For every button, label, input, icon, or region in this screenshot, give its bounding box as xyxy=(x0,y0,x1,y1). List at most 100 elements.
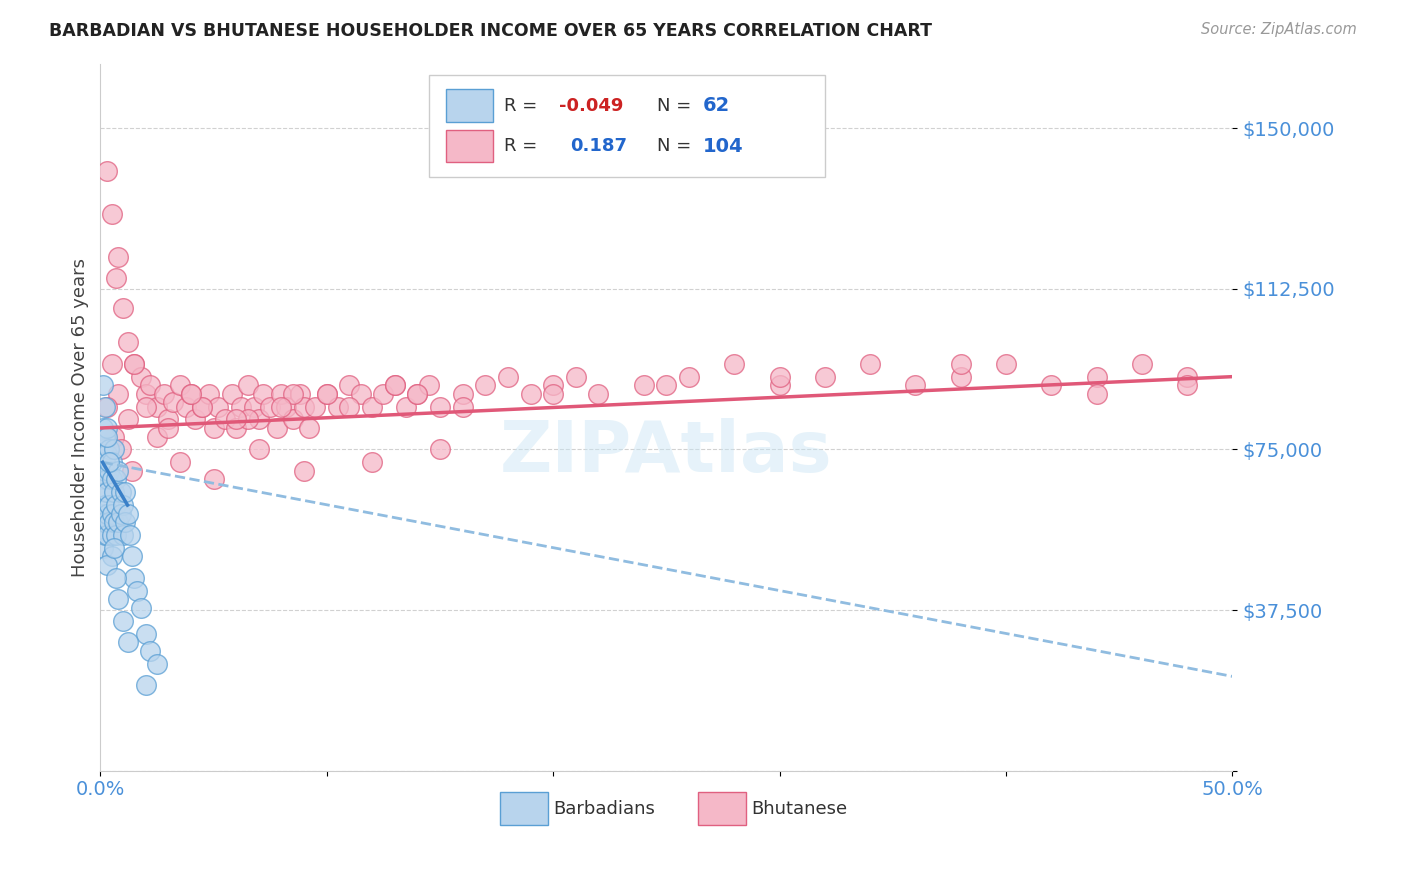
Point xyxy=(91,442,114,457)
Point xyxy=(96,400,118,414)
Point xyxy=(105,472,128,486)
Point xyxy=(768,378,790,392)
Point xyxy=(207,400,229,414)
Point xyxy=(91,507,114,521)
Point xyxy=(100,472,122,486)
Point xyxy=(135,386,157,401)
Point xyxy=(384,378,406,392)
Point xyxy=(176,400,198,414)
Point xyxy=(114,515,136,529)
Point xyxy=(152,386,174,401)
Point xyxy=(105,271,128,285)
FancyBboxPatch shape xyxy=(446,89,494,122)
FancyBboxPatch shape xyxy=(446,129,494,162)
Point xyxy=(91,378,114,392)
Point xyxy=(121,549,143,564)
Point xyxy=(373,386,395,401)
Point xyxy=(949,369,972,384)
Point xyxy=(94,498,117,512)
Point xyxy=(111,498,134,512)
Point xyxy=(91,541,114,555)
Point xyxy=(121,464,143,478)
Text: Barbadians: Barbadians xyxy=(553,800,655,819)
Point xyxy=(103,515,125,529)
Point xyxy=(107,386,129,401)
Point xyxy=(117,412,139,426)
Point xyxy=(139,643,162,657)
Point xyxy=(107,592,129,607)
Point xyxy=(94,528,117,542)
Point xyxy=(96,421,118,435)
Point xyxy=(298,421,321,435)
Point xyxy=(96,528,118,542)
Point xyxy=(180,386,202,401)
Point xyxy=(655,378,678,392)
Point xyxy=(496,369,519,384)
Point xyxy=(247,442,270,457)
Y-axis label: Householder Income Over 65 years: Householder Income Over 65 years xyxy=(72,258,89,577)
Point xyxy=(114,485,136,500)
Point xyxy=(103,541,125,555)
Point xyxy=(451,386,474,401)
Point xyxy=(98,498,121,512)
Text: R =: R = xyxy=(505,96,544,115)
Point xyxy=(304,400,326,414)
Point xyxy=(588,386,610,401)
Point xyxy=(191,400,214,414)
Point xyxy=(100,357,122,371)
Point xyxy=(406,386,429,401)
Point xyxy=(139,378,162,392)
Point xyxy=(117,507,139,521)
Point xyxy=(429,442,451,457)
Point xyxy=(384,378,406,392)
Point xyxy=(96,507,118,521)
Point xyxy=(94,485,117,500)
Point xyxy=(184,412,207,426)
Point xyxy=(259,400,281,414)
Point xyxy=(107,250,129,264)
Text: R =: R = xyxy=(505,137,544,155)
Point xyxy=(225,421,247,435)
Point xyxy=(326,400,349,414)
Point xyxy=(105,571,128,585)
Point xyxy=(1040,378,1063,392)
Text: 0.187: 0.187 xyxy=(571,137,627,155)
Point xyxy=(96,429,118,443)
FancyBboxPatch shape xyxy=(429,75,825,178)
Point xyxy=(94,464,117,478)
Point xyxy=(406,386,429,401)
Point xyxy=(904,378,927,392)
Point xyxy=(103,485,125,500)
Point xyxy=(292,464,315,478)
Point xyxy=(429,400,451,414)
Point xyxy=(1175,378,1198,392)
Point xyxy=(98,464,121,478)
Point xyxy=(135,400,157,414)
Text: -0.049: -0.049 xyxy=(558,96,623,115)
FancyBboxPatch shape xyxy=(699,792,745,825)
Point xyxy=(135,626,157,640)
Point xyxy=(633,378,655,392)
Text: BARBADIAN VS BHUTANESE HOUSEHOLDER INCOME OVER 65 YEARS CORRELATION CHART: BARBADIAN VS BHUTANESE HOUSEHOLDER INCOM… xyxy=(49,22,932,40)
Point xyxy=(339,400,361,414)
Point xyxy=(995,357,1018,371)
FancyBboxPatch shape xyxy=(501,792,547,825)
Point xyxy=(198,386,221,401)
Text: ZIPAtlas: ZIPAtlas xyxy=(501,418,832,487)
Point xyxy=(146,657,169,671)
Point xyxy=(214,412,236,426)
Text: N =: N = xyxy=(658,137,697,155)
Point xyxy=(124,357,146,371)
Point xyxy=(96,164,118,178)
Point xyxy=(107,515,129,529)
Point xyxy=(281,386,304,401)
Point xyxy=(98,515,121,529)
Point xyxy=(91,472,114,486)
Point xyxy=(169,378,191,392)
Point xyxy=(274,400,297,414)
Point xyxy=(100,455,122,469)
Point xyxy=(202,472,225,486)
Point xyxy=(111,528,134,542)
Point xyxy=(565,369,588,384)
Text: N =: N = xyxy=(658,96,697,115)
